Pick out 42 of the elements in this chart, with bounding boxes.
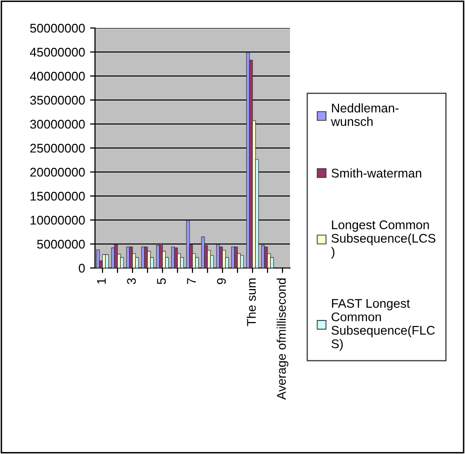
y-tick-label: 25000000 — [30, 144, 85, 153]
bar — [240, 255, 244, 268]
bar — [135, 257, 139, 268]
legend-label: Neddleman-wunsch — [330, 103, 399, 126]
bar — [201, 236, 205, 268]
x-tick-label: 5 — [157, 278, 166, 284]
y-tick-label: 20000000 — [30, 168, 85, 177]
bar — [96, 249, 100, 268]
x-tick-label: The sum — [246, 278, 256, 326]
bar — [219, 246, 223, 268]
y-tick-label: 45000000 — [30, 48, 85, 57]
x-tick-label: Average ofmillisecond — [276, 278, 288, 400]
bar — [129, 246, 133, 268]
bar — [105, 254, 109, 268]
x-tick-label: 7 — [187, 278, 196, 284]
bar — [159, 243, 163, 268]
bar — [144, 246, 148, 268]
bar — [120, 257, 124, 268]
bar — [147, 250, 151, 268]
legend-label: Smith-waterman — [332, 168, 422, 178]
legend-label: FAST Longest Common Subsequence(FLCS) — [332, 298, 435, 351]
bar — [234, 246, 238, 268]
y-tick-label: 0 — [78, 264, 85, 273]
bar — [174, 248, 178, 268]
y-tick-label: 15000000 — [30, 192, 85, 201]
bar — [180, 257, 184, 268]
bar — [186, 220, 190, 268]
bar — [264, 246, 268, 268]
x-tick-label: 9 — [217, 278, 226, 284]
y-tick-label: 5000000 — [37, 240, 85, 249]
y-tick-label: 30000000 — [30, 120, 85, 129]
y-tick-label: 35000000 — [30, 96, 85, 105]
legend-label: Longest Common Subsequence(LCS) — [331, 220, 436, 259]
y-tick-label: 10000000 — [30, 216, 85, 225]
y-tick-label: 40000000 — [30, 72, 85, 81]
bar — [114, 244, 118, 268]
bar — [222, 250, 226, 268]
bar — [270, 257, 274, 268]
bar — [195, 257, 199, 268]
x-tick-label: 3 — [127, 278, 136, 284]
y-tick-label: 50000000 — [30, 24, 85, 33]
x-tick-label: 1 — [97, 278, 106, 284]
